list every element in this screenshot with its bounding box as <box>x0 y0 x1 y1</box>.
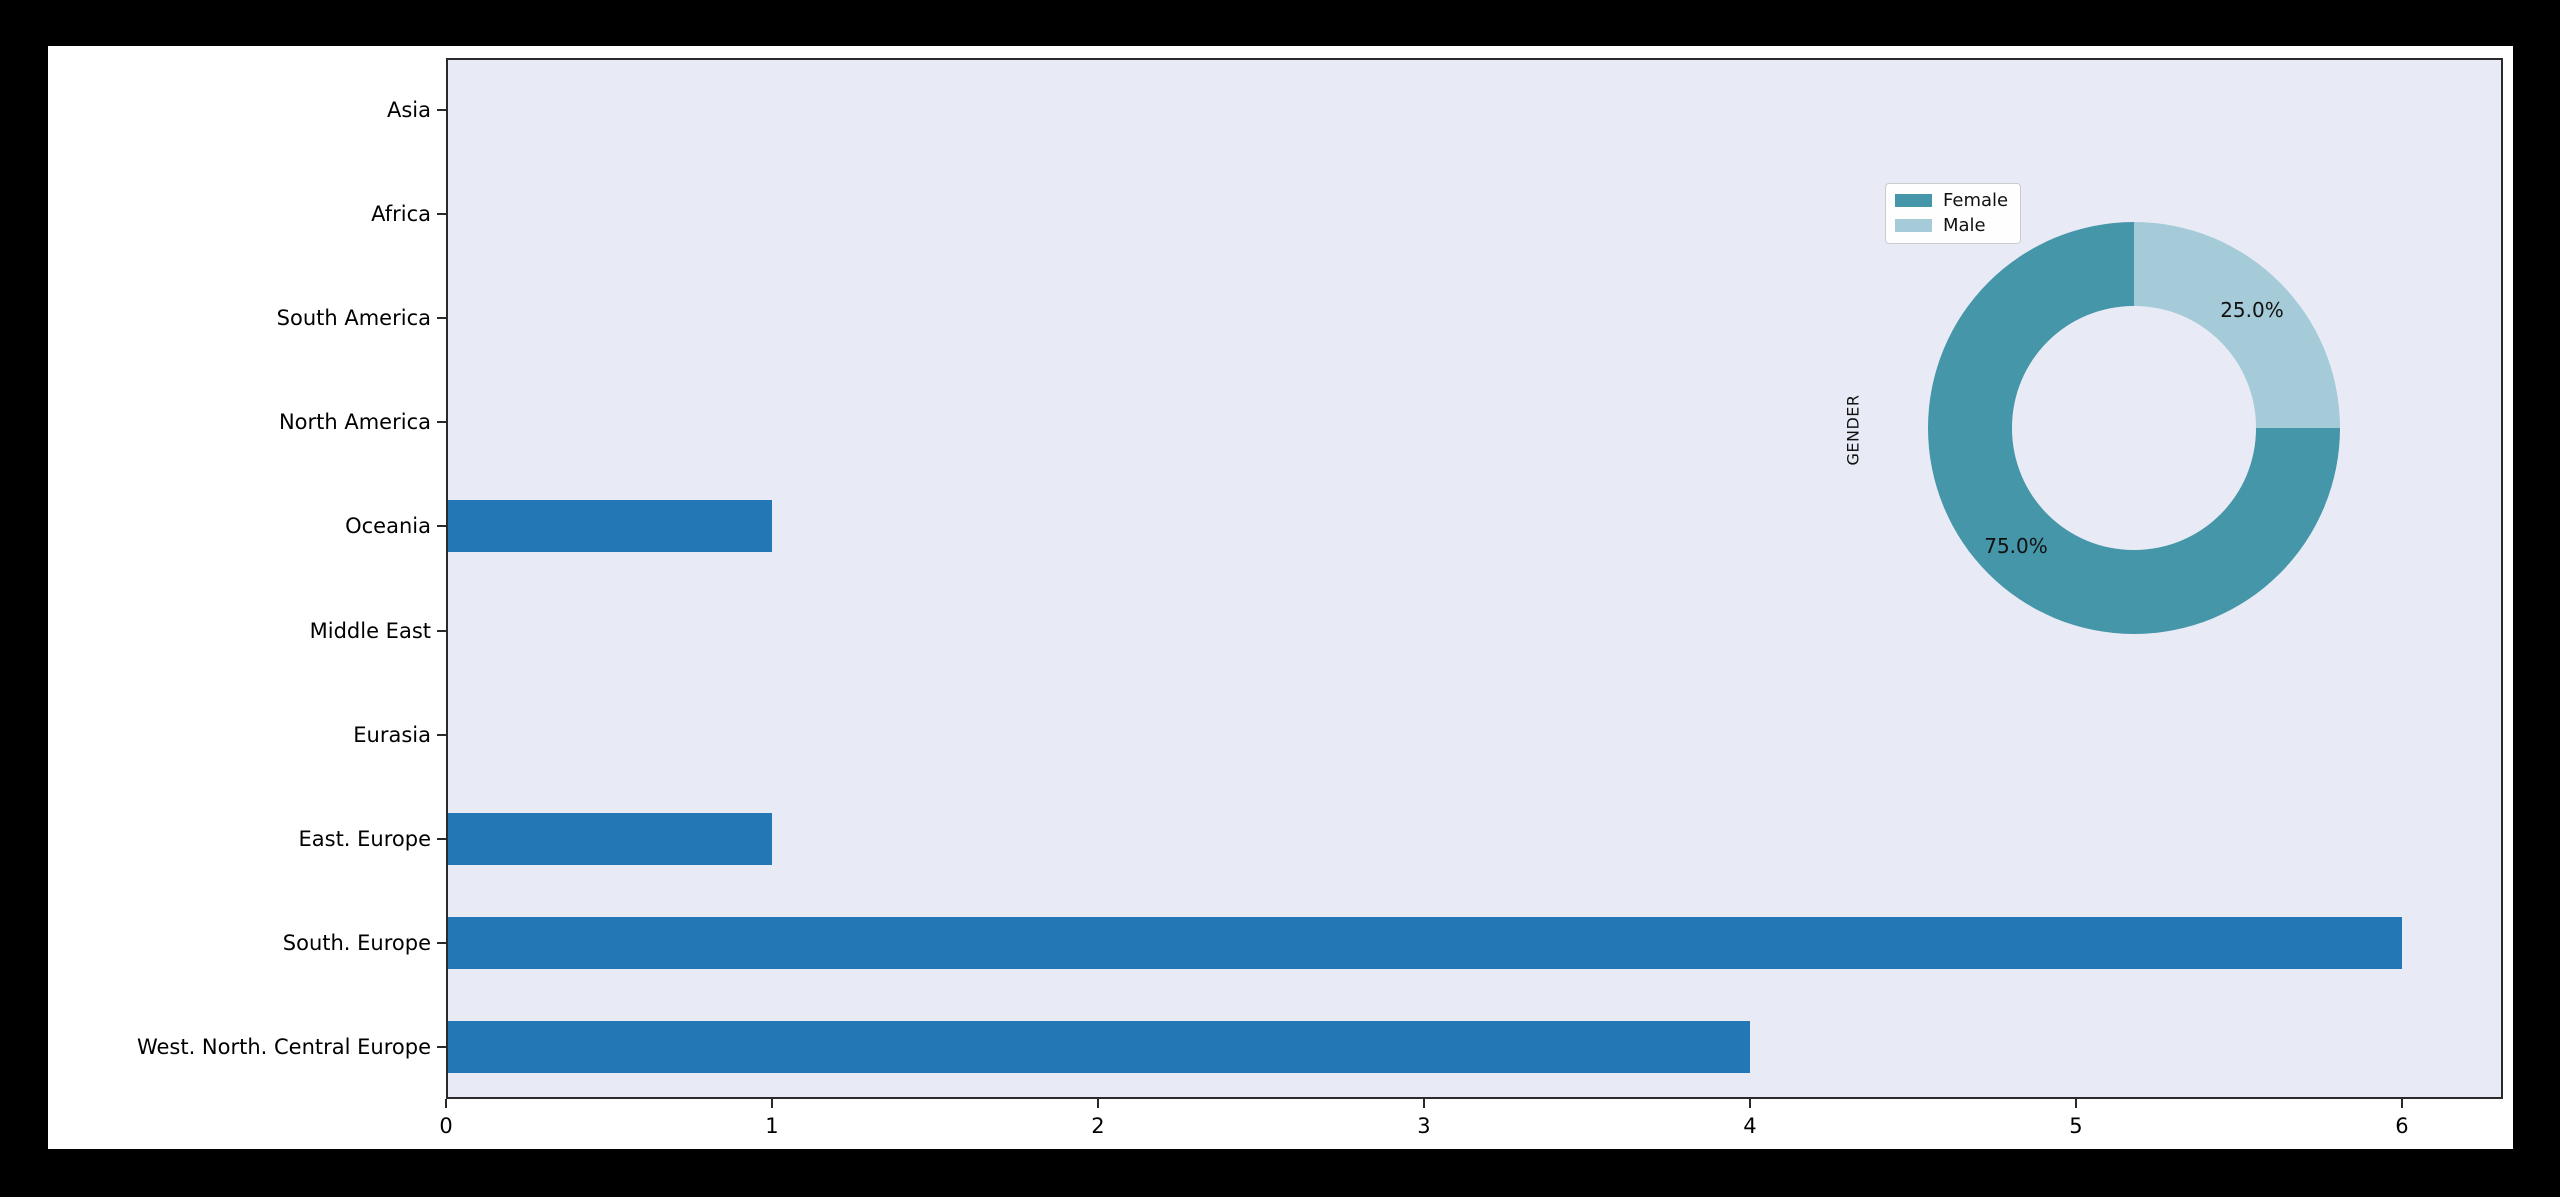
y-tick <box>437 421 446 424</box>
y-tick <box>437 317 446 320</box>
x-tick <box>1422 1099 1425 1108</box>
y-tick-label: Asia <box>386 98 431 123</box>
legend: Female Male <box>1885 183 2022 244</box>
y-tick-label: Middle East <box>309 618 431 643</box>
x-tick <box>2074 1099 2077 1108</box>
legend-item-male: Male <box>1895 214 2008 236</box>
legend-swatch-icon <box>1895 194 1932 208</box>
legend-label: Male <box>1943 214 1986 236</box>
x-tick-label: 1 <box>765 1114 779 1138</box>
y-tick-label: West. North. Central Europe <box>136 1034 431 1059</box>
bar-west-north-central-europe <box>448 1020 1750 1073</box>
x-tick-label: 3 <box>1417 1114 1431 1138</box>
x-tick <box>1096 1099 1099 1108</box>
y-tick-label: East. Europe <box>298 826 431 851</box>
x-tick-label: 2 <box>1091 1114 1105 1138</box>
y-tick-label: South America <box>276 306 431 331</box>
donut-hole <box>2012 306 2256 550</box>
x-tick-label: 6 <box>2395 1114 2409 1138</box>
bar-oceania <box>448 500 772 553</box>
legend-label: Female <box>1943 190 2009 211</box>
x-tick <box>770 1099 773 1108</box>
y-tick <box>437 1045 446 1048</box>
gender-axis-label: GENDER <box>1843 394 1863 466</box>
x-tick-label: 5 <box>2069 1114 2083 1138</box>
legend-swatch-icon <box>1895 219 1932 233</box>
y-tick <box>437 837 446 840</box>
y-tick-label: South. Europe <box>282 930 431 955</box>
bar-south-europe <box>448 916 2402 969</box>
y-tick <box>437 941 446 944</box>
x-tick-label: 0 <box>439 1114 453 1138</box>
x-tick-label: 4 <box>1743 1114 1757 1138</box>
bar-east-europe <box>448 812 772 865</box>
y-tick <box>437 109 446 112</box>
pct-label-female: 75.0% <box>1984 533 2048 558</box>
pct-label-male: 25.0% <box>2220 298 2284 322</box>
y-tick <box>437 213 446 216</box>
x-tick <box>1748 1099 1751 1108</box>
x-tick <box>2400 1099 2403 1108</box>
y-tick-label: Eurasia <box>353 722 431 747</box>
legend-item-female: Female <box>1895 191 2008 211</box>
y-tick <box>437 733 446 736</box>
y-tick-label: Oceania <box>345 514 431 539</box>
y-tick <box>437 629 446 632</box>
y-tick-label: Africa <box>371 202 431 227</box>
y-tick-label: North America <box>278 410 431 435</box>
x-tick <box>445 1099 447 1108</box>
y-tick <box>437 525 446 528</box>
